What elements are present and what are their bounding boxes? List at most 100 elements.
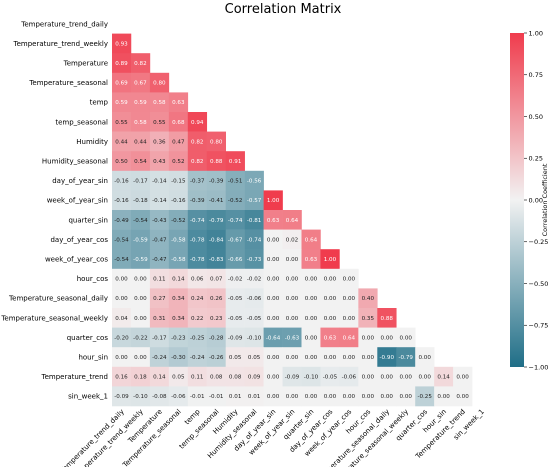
cell-value-label: 0.00 [267, 237, 280, 243]
heatmap-cell [149, 92, 170, 113]
cell-value-label: 0.59 [134, 100, 147, 106]
heatmap-cell [206, 170, 226, 191]
heatmap-cell [339, 268, 359, 289]
colorbar-tick-label: 0.75 [529, 71, 543, 79]
cell-value-label: 0.94 [191, 120, 204, 126]
heatmap-cell [434, 386, 454, 407]
cell-value-label: -0.59 [133, 237, 148, 243]
cell-value-label: -0.10 [247, 335, 262, 341]
cell-value-label: 0.63 [267, 218, 280, 224]
heatmap-cell [112, 72, 132, 93]
cell-value-label: 0.59 [115, 100, 128, 106]
cell-value-label: 0.00 [456, 375, 469, 381]
cell-value-label: 0.89 [115, 61, 128, 67]
cell-value-label: 0.80 [210, 139, 223, 145]
cell-value-label: -0.24 [190, 355, 205, 361]
cell-value-label: 0.31 [153, 316, 166, 322]
y-tick-label: Temperature_seasonal_daily [8, 295, 108, 303]
cell-value-label: 0.35 [362, 316, 375, 322]
y-tick-label: Temperature_trend_weekly [13, 40, 108, 48]
heatmap-cell [415, 366, 435, 387]
cell-value-label: -0.84 [209, 237, 224, 243]
heatmap-cell [225, 268, 245, 289]
heatmap-cell [339, 366, 359, 387]
cell-value-label: 0.00 [381, 394, 394, 400]
cell-value-label: -0.78 [190, 237, 205, 243]
cell-value-label: -0.79 [398, 355, 413, 361]
cell-value-label: 0.01 [229, 394, 242, 400]
y-tick-label: day_of_year_sin [52, 177, 108, 185]
cell-value-label: -0.16 [114, 198, 129, 204]
heatmap-cell [130, 308, 151, 328]
cell-value-label: -0.54 [114, 237, 129, 243]
cell-value-label: 0.93 [115, 41, 128, 47]
cell-value-label: -0.06 [171, 394, 186, 400]
heatmap-cell [339, 386, 359, 407]
cell-value-label: 0.00 [399, 375, 412, 381]
heatmap-cell [112, 347, 132, 368]
cell-value-label: 0.07 [210, 277, 223, 283]
heatmap-cell [168, 151, 189, 172]
heatmap-cell [282, 229, 302, 250]
heatmap-cell [339, 327, 359, 348]
cell-value-label: 0.63 [324, 335, 337, 341]
cell-value-label: 0.00 [305, 316, 318, 322]
heatmap-cell [168, 249, 189, 270]
cell-value-label: 0.00 [134, 277, 147, 283]
heatmap-cell [320, 308, 340, 328]
heatmap-cell [130, 131, 151, 152]
chart-title: Correlation Matrix [225, 2, 342, 17]
heatmap-cell [149, 170, 170, 191]
cell-value-label: 0.00 [267, 296, 280, 302]
heatmap-cell [206, 131, 226, 152]
heatmap-cell [149, 210, 170, 230]
heatmap-cell [263, 308, 283, 328]
cell-value-label: 0.27 [153, 296, 166, 302]
cell-value-label: 0.14 [437, 375, 450, 381]
cell-value-label: 0.82 [191, 159, 203, 165]
heatmap-cell [320, 288, 340, 309]
heatmap-cell [244, 210, 264, 230]
cell-value-label: 0.43 [153, 159, 166, 165]
cell-value-label: 0.34 [172, 316, 185, 322]
cell-value-label: 0.05 [229, 355, 242, 361]
colorbar-ticks: 1.00 0.75 0.50 0.25 0.00 −0.25 −0.50 −0.75 −1.00 [524, 29, 548, 371]
heatmap-cell [301, 386, 321, 407]
cell-value-label: 0.00 [381, 335, 394, 341]
cell-value-label: -0.58 [171, 257, 186, 263]
heatmap-cell [130, 386, 151, 407]
cell-value-label: 1.00 [267, 198, 280, 204]
heatmap-cell [206, 288, 226, 309]
heatmap-cell [301, 366, 321, 387]
cell-value-label: 0.00 [437, 394, 450, 400]
heatmap-cell [282, 366, 302, 387]
heatmap-cell [358, 386, 378, 407]
cell-value-label: 0.23 [210, 316, 223, 322]
cell-value-label: 0.00 [267, 375, 280, 381]
cell-value-label: -0.54 [114, 257, 129, 263]
cell-value-label: 0.00 [267, 277, 280, 283]
cell-value-label: -0.37 [190, 179, 205, 185]
cell-value-label: 0.00 [286, 277, 299, 283]
cell-value-label: -0.16 [171, 198, 186, 204]
heatmap-cell [339, 308, 359, 328]
heatmap-cell [168, 229, 189, 250]
heatmap-cell [225, 249, 245, 270]
cell-value-label: 0.88 [210, 159, 223, 165]
y-tick-label: hour_sin [78, 354, 108, 362]
heatmap-cell [244, 308, 264, 328]
heatmap-cell [263, 347, 283, 368]
cell-value-label: 0.67 [134, 81, 147, 87]
heatmap-cell [149, 72, 170, 93]
heatmap-cell [112, 288, 132, 309]
heatmap-cell [225, 229, 245, 250]
cell-value-label: -0.66 [228, 257, 243, 263]
heatmap-cell [130, 229, 151, 250]
heatmap-cell [263, 288, 283, 309]
cell-value-label: -0.79 [209, 218, 224, 224]
cell-value-label: 0.00 [324, 355, 337, 361]
cell-value-label: -0.22 [133, 335, 147, 341]
cell-value-label: 0.00 [286, 257, 299, 263]
heatmap-cell [187, 229, 208, 250]
heatmap-cell [301, 347, 321, 368]
